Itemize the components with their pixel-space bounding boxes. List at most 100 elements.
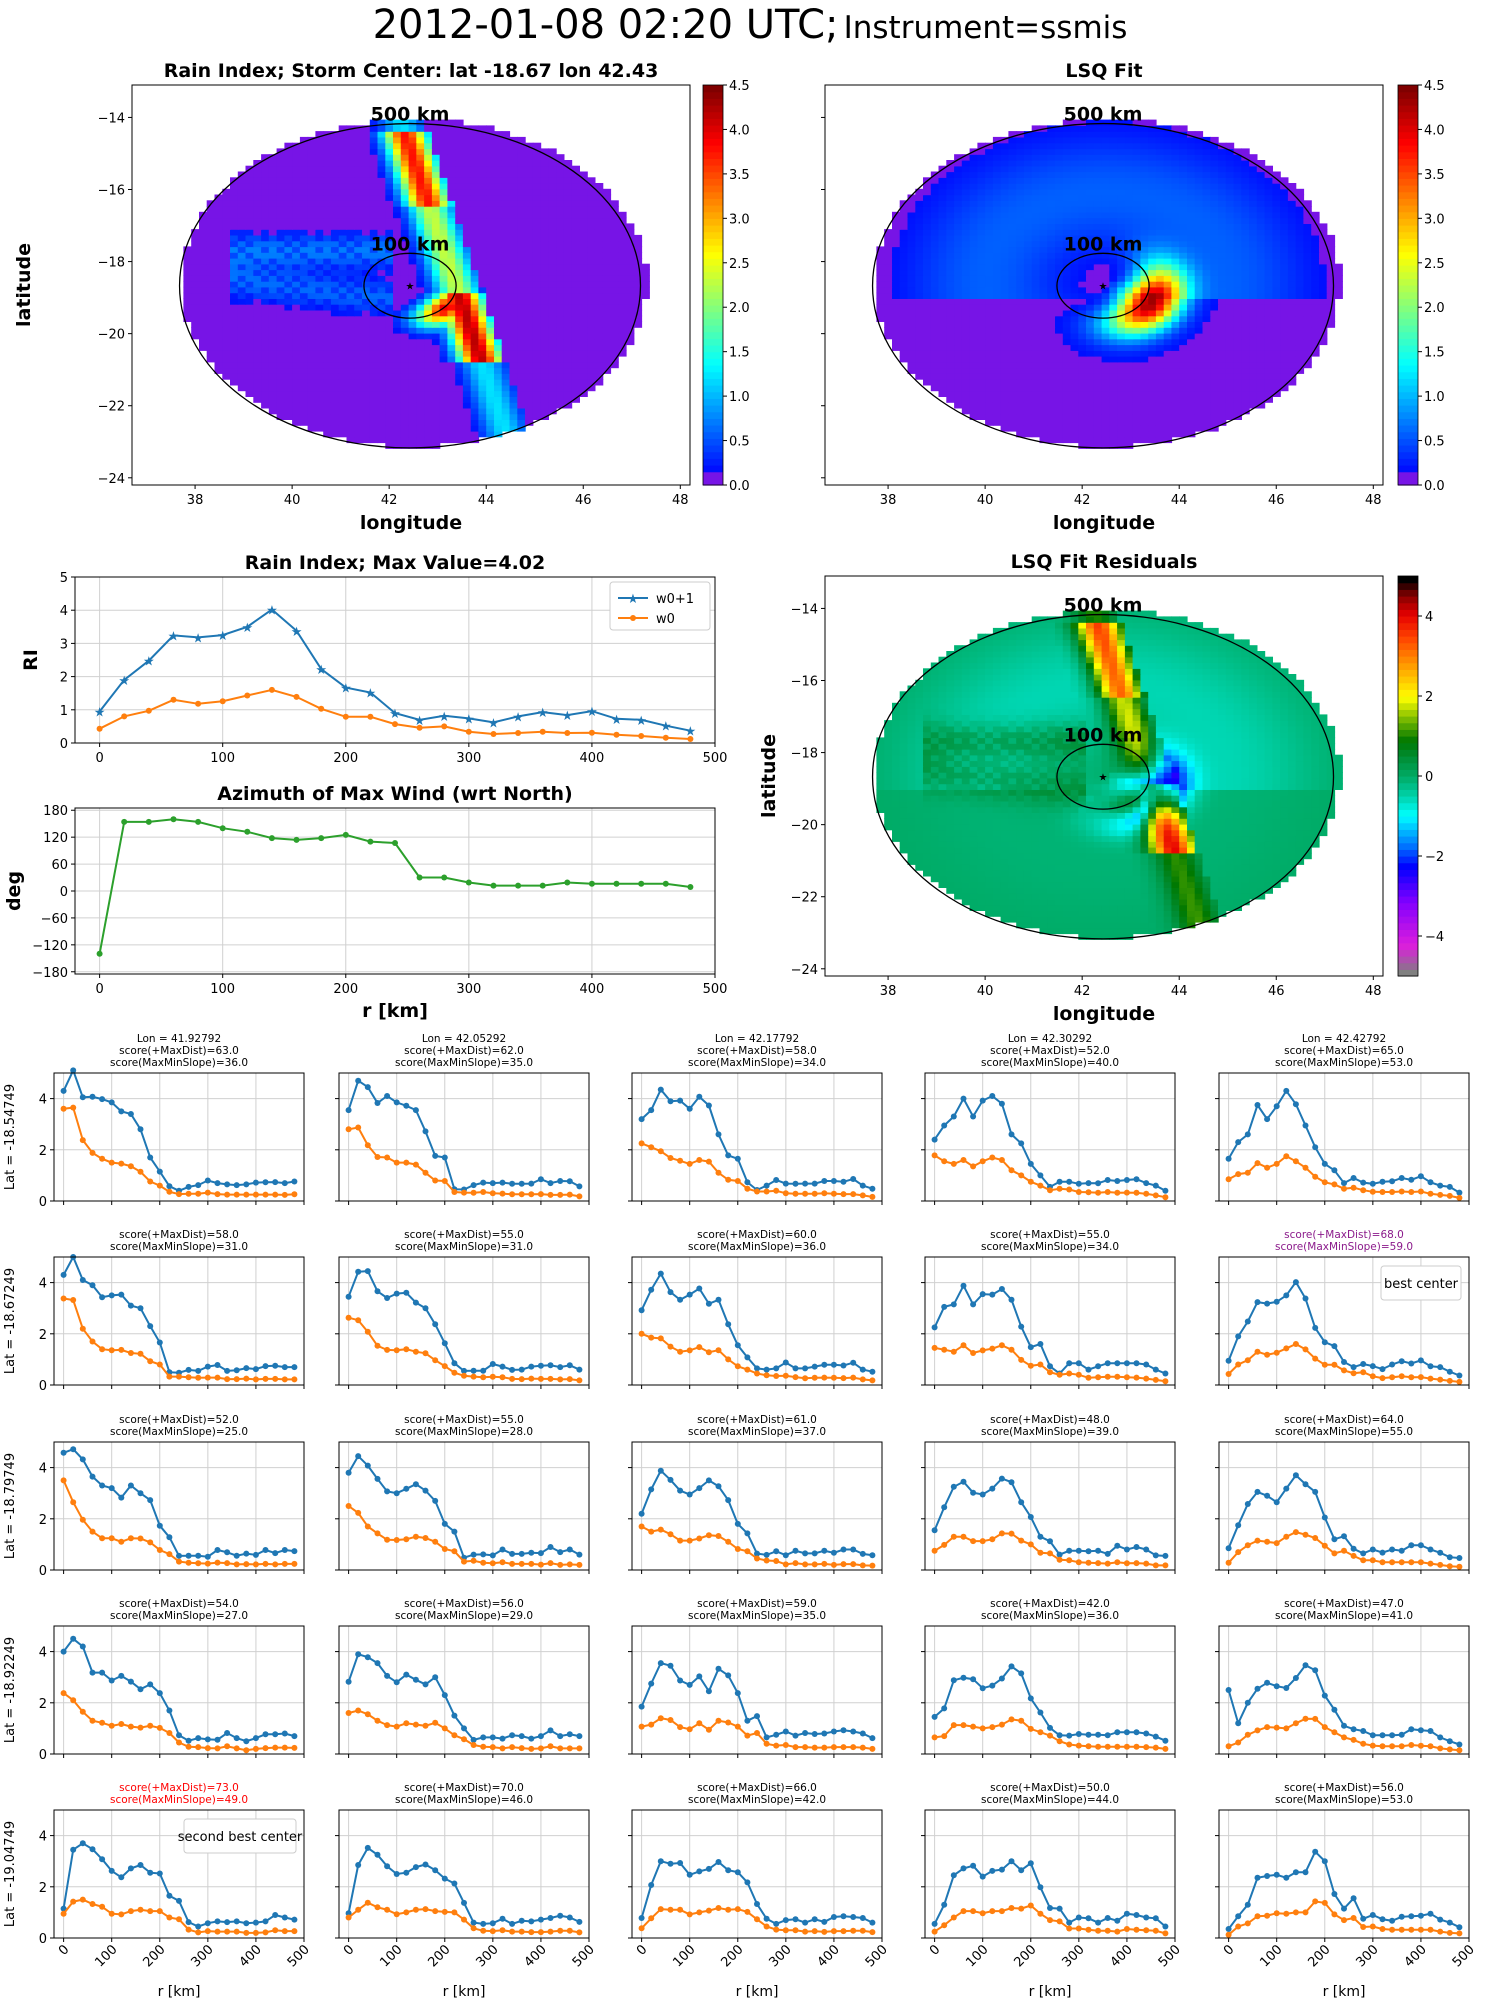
map-cell [884, 292, 893, 299]
colorbar-tick-label: 3.0 [729, 212, 750, 227]
map-cell [299, 407, 309, 415]
map-cell [892, 240, 901, 248]
map-cell [1031, 356, 1041, 363]
map-cell [408, 119, 417, 126]
map-cell [1039, 286, 1048, 294]
map-cell [1280, 246, 1289, 253]
map-cell [299, 188, 309, 196]
map-cell [907, 194, 916, 201]
map-cell [540, 171, 549, 178]
map-cell [1140, 304, 1149, 311]
map-cell [385, 154, 394, 161]
map-cell [362, 298, 371, 305]
map-cell [579, 367, 588, 374]
x-tick-label: 48 [672, 493, 689, 508]
map-cell [954, 367, 963, 374]
map-cell [1062, 246, 1072, 253]
map-cell [915, 229, 924, 236]
map-cell [587, 298, 596, 305]
map-cell [1031, 390, 1041, 397]
map-cell [183, 309, 192, 317]
map-cell [369, 338, 379, 346]
map-cell [253, 338, 262, 346]
map-cell [346, 136, 355, 144]
map-cell [1163, 332, 1173, 340]
map-cell [525, 183, 534, 190]
map-cell [1295, 309, 1305, 317]
map-cell [1117, 206, 1126, 213]
map-cell [346, 200, 355, 207]
map-cell [1078, 217, 1087, 224]
map-cell [447, 281, 456, 288]
map-cell [447, 142, 456, 150]
map-cell [532, 229, 542, 236]
map-cell [1194, 338, 1204, 346]
map-cell [899, 344, 909, 351]
map-cell [1148, 396, 1157, 403]
map-cell [923, 298, 932, 305]
map-cell [369, 119, 379, 126]
map-cell [470, 367, 480, 374]
map-cell [923, 229, 932, 236]
map-cell [1163, 206, 1173, 213]
map-cell [954, 402, 963, 409]
map-cell [548, 327, 557, 334]
map-cell [447, 177, 456, 184]
map-cell [1031, 252, 1041, 259]
map-cell [501, 425, 511, 432]
map-cell [501, 188, 511, 196]
map-cell [292, 309, 301, 317]
map-cell [346, 390, 355, 397]
map-cell [1055, 200, 1064, 207]
map-cell [1202, 298, 1211, 305]
map-cell [268, 177, 278, 184]
map-cell [985, 384, 994, 392]
map-cell [183, 298, 192, 305]
map-cell [501, 177, 511, 184]
map-cell [1194, 379, 1204, 386]
map-cell [230, 246, 239, 253]
map-cell [1287, 206, 1297, 213]
map-cell [455, 407, 464, 415]
map-cell [618, 332, 627, 340]
map-cell [323, 304, 332, 311]
map-cell [1093, 240, 1103, 248]
map-cell [1210, 425, 1219, 432]
map-cell [408, 131, 417, 138]
map-cell [1124, 269, 1134, 276]
map-cell [261, 160, 270, 167]
map-cell [1031, 425, 1041, 432]
map-cell [478, 292, 487, 299]
map-cell [594, 356, 604, 363]
map-cell [416, 177, 425, 184]
map-cell [985, 419, 994, 426]
map-cell [276, 338, 285, 346]
map-cell [261, 194, 270, 201]
map-cell [548, 390, 557, 397]
map-cell [1210, 390, 1219, 397]
map-cell [268, 200, 278, 207]
map-cell [1008, 292, 1017, 299]
map-cell [1241, 206, 1250, 213]
map-cell [486, 211, 495, 219]
map-cell [1194, 402, 1204, 409]
map-cell [1086, 430, 1095, 438]
map-cell [525, 154, 534, 161]
map-cell [532, 177, 542, 184]
map-cell [486, 413, 495, 420]
map-cell [1326, 286, 1336, 294]
map-cell [462, 402, 472, 409]
map-cell [416, 269, 425, 276]
map-cell [354, 171, 363, 178]
map-cell [556, 286, 565, 294]
map-cell [525, 142, 534, 150]
map-cell [1295, 269, 1305, 276]
map-cell [1287, 315, 1297, 322]
map-cell [447, 119, 456, 126]
map-cell [377, 223, 386, 230]
map-cell [1311, 246, 1320, 253]
map-cell [548, 275, 557, 282]
map-cell [556, 269, 565, 276]
map-cell [1093, 384, 1103, 392]
map-cell [579, 171, 588, 178]
